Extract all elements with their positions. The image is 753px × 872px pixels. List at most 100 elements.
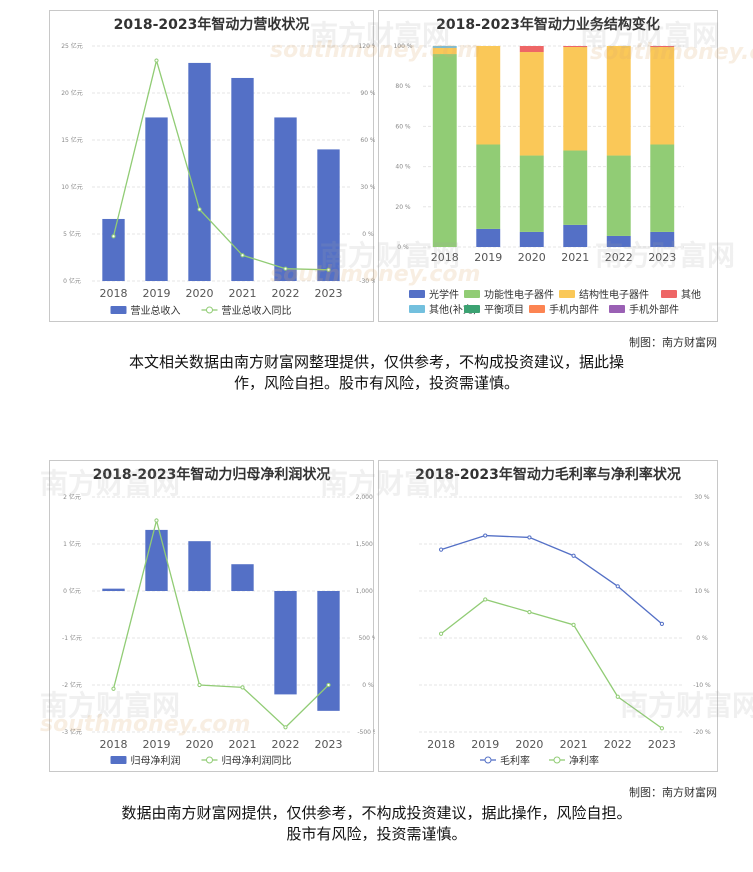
point-2021 (240, 685, 245, 690)
legend-label: 手机内部件 (549, 303, 599, 316)
y-tick-label-right: 2,000 % (356, 494, 375, 501)
legend-label: 营业总收入 (131, 304, 181, 317)
bar-2019 (145, 117, 168, 281)
stack-seg-结构性电子器件 (563, 47, 588, 151)
x-tick-label: 2022 (272, 287, 300, 300)
stack-seg-结构性电子器件 (606, 46, 631, 156)
point-2023 (659, 621, 665, 626)
stack-seg-光学件 (519, 231, 544, 247)
credit-label: 制图：南方财富网 (629, 786, 717, 799)
legend-swatch (529, 305, 545, 313)
y-tick-label-left: -2 亿元 (62, 681, 82, 689)
stack-seg-结构性电子器件 (650, 47, 675, 145)
y-tick-label-right: 500 % (358, 635, 375, 642)
y-tick-label-right: -10 % (693, 682, 711, 689)
y-tick-label-right: 30 % (694, 494, 710, 501)
x-tick-label: 2021 (561, 251, 589, 264)
chart-panel-business-structure: 2018-2023年智动力业务结构变化 0 % 20 % 40 % 60 % 80 % 1… (378, 10, 718, 322)
legend-label: 光学件 (429, 288, 459, 301)
y-tick-label-left: 0 % (397, 244, 409, 251)
series-line-营业总收入同比 (112, 58, 329, 271)
x-tick-label: 2022 (605, 251, 633, 264)
y-tick-label-left: -1 亿元 (62, 634, 82, 642)
x-tick-label: 2023 (648, 738, 676, 751)
point-2022 (283, 266, 288, 271)
point-2020 (527, 610, 532, 615)
y-tick-label-left: 25 亿元 (61, 42, 83, 50)
bar-2020 (188, 541, 211, 591)
x-tick-label: 2020 (186, 287, 214, 300)
legend-swatch (609, 305, 625, 313)
legend-swatch (110, 756, 127, 764)
x-tick-label: 2023 (648, 251, 676, 264)
point-2021 (571, 622, 576, 627)
point-2022 (283, 725, 288, 730)
bar-2019 (145, 529, 168, 591)
x-tick-label: 2022 (272, 738, 300, 751)
bar-2023 (317, 149, 340, 281)
x-tick-label: 2020 (518, 251, 546, 264)
legend-swatch (464, 290, 480, 298)
chart-title: 2018-2023年智动力归母净利润状况 (92, 467, 331, 483)
bar-2020 (188, 62, 211, 281)
legend-label: 平衡项目 (484, 304, 524, 316)
legend-label: 手机外部件 (629, 303, 679, 316)
stack-seg-结构性电子器件 (476, 46, 501, 145)
point-2023 (659, 726, 665, 731)
legend-swatch (409, 290, 425, 298)
legend-label: 功能性电子器件 (484, 288, 554, 301)
chart-title: 2018-2023年智动力营收状况 (113, 17, 310, 33)
bar-2023 (317, 591, 340, 711)
legend-label: 其他 (681, 288, 701, 301)
legend-swatch (206, 756, 213, 764)
disclaimer-1: 本文相关数据由南方财富网整理提供，仅供参考，不构成投资建议，据此操 作，风险自担… (0, 352, 753, 394)
x-tick-label: 2018 (431, 251, 459, 264)
y-tick-label-left: 15 亿元 (61, 136, 83, 144)
stack-seg-光学件 (563, 224, 588, 247)
margin-chart-svg: -20 % -10 % 0 % 10 % 20 % 30 % 2018 2019 2020 202… (419, 494, 711, 767)
bar-2018 (102, 218, 125, 281)
x-tick-label: 2023 (315, 738, 343, 751)
x-tick-label: 2019 (471, 738, 499, 751)
legend-swatch (409, 305, 425, 313)
chart-title: 2018-2023年智动力毛利率与净利率状况 (415, 467, 681, 483)
x-tick-label: 2019 (143, 287, 171, 300)
point-2019 (483, 533, 488, 538)
series-line-毛利率 (440, 534, 663, 625)
disclaimer-line: 股市有风险，投资需谨慎。 (286, 825, 467, 843)
y-tick-label-left: 10 亿元 (61, 183, 83, 191)
y-tick-label-right: 0 % (696, 635, 708, 642)
point-2019 (483, 597, 488, 602)
series-line-归母净利润同比 (112, 517, 329, 729)
point-2018 (438, 547, 444, 552)
chart-panel-margins: 2018-2023年智动力毛利率与净利率状况 -20 % -10 % 0 % 10 %… (378, 460, 718, 772)
x-tick-label: 2019 (143, 738, 171, 751)
y-tick-label-left: -3 亿元 (62, 728, 82, 736)
y-tick-label-left: 2 亿元 (63, 493, 81, 501)
legend-swatch (110, 306, 127, 314)
x-tick-label: 2018 (427, 738, 455, 751)
point-2022 (615, 584, 620, 589)
stack-seg-结构性电子器件 (432, 48, 457, 55)
stack-seg-光学件 (650, 231, 675, 247)
x-tick-label: 2020 (515, 738, 543, 751)
legend-swatch (559, 290, 575, 298)
stack-seg-功能性电子器件 (563, 150, 588, 225)
legend-swatch (464, 305, 480, 313)
x-tick-label: 2022 (604, 738, 632, 751)
point-2019 (154, 518, 159, 523)
y-tick-label-right: 20 % (694, 541, 710, 548)
point-2022 (615, 694, 620, 699)
chart-title: 2018-2023年智动力业务结构变化 (436, 17, 660, 33)
point-2018 (438, 631, 444, 636)
legend-label: 毛利率 (500, 754, 530, 767)
y-tick-label-left: 0 亿元 (63, 277, 81, 285)
bar-2021 (231, 564, 254, 591)
legend-swatch (206, 306, 213, 314)
point-2021 (571, 553, 576, 558)
y-tick-label-right: -20 % (693, 729, 711, 736)
point-2021 (240, 253, 245, 258)
legend-label: 归母净利润同比 (222, 754, 292, 767)
revenue-chart-svg: 0 亿元 -30 % 5 亿元 0 % 10 亿元 30 % 15 亿元 60 % 20 亿元 9… (61, 42, 375, 317)
stack-seg-其他 (519, 46, 544, 53)
